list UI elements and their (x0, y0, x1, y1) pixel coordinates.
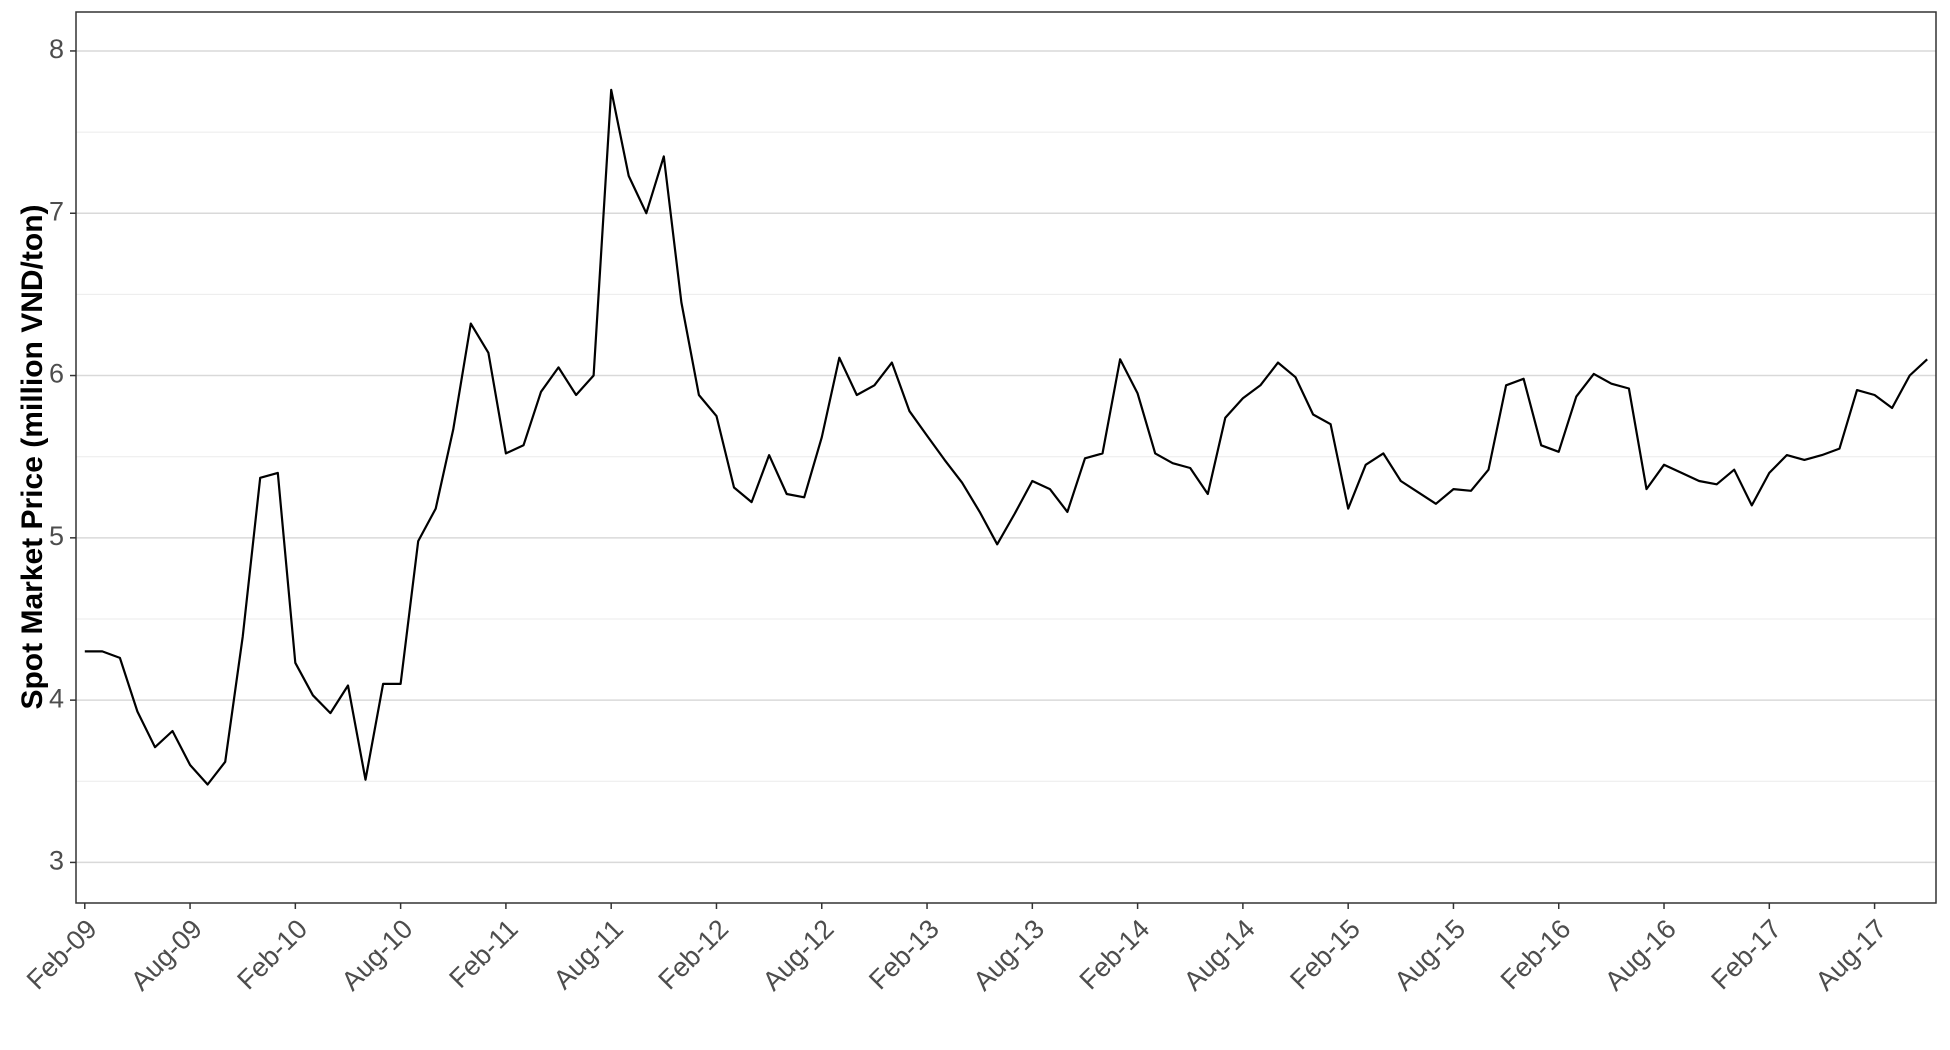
y-tick-label: 4 (49, 683, 64, 713)
x-tick-label: Feb-16 (1495, 914, 1577, 996)
x-tick-label: Aug-11 (548, 914, 629, 995)
y-tick-label: 3 (49, 846, 64, 876)
y-tick-label: 8 (49, 34, 64, 64)
x-tick-label: Feb-12 (653, 914, 735, 996)
y-axis-title: Spot Market Price (million VND/ton) (16, 204, 49, 709)
x-tick-label: Aug-17 (1810, 914, 1893, 997)
x-tick-label: Feb-09 (21, 914, 103, 996)
plot-border (75, 11, 1937, 904)
x-tick-label: Aug-14 (1178, 914, 1261, 997)
x-tick-label: Feb-17 (1705, 914, 1787, 996)
x-tick-label: Feb-11 (443, 914, 523, 994)
x-tick-label: Feb-10 (231, 914, 313, 996)
x-tick-label: Feb-14 (1074, 914, 1156, 996)
x-tick-label: Aug-13 (967, 914, 1050, 997)
y-tick-label: 6 (49, 359, 64, 389)
line (84, 88, 1928, 786)
x-tick-label: Feb-13 (863, 914, 945, 996)
x-tick-label: Aug-09 (125, 914, 208, 997)
x-tick-label: Aug-12 (757, 914, 840, 997)
y-tick-label: 5 (49, 521, 64, 551)
x-tick-label: Aug-16 (1599, 914, 1682, 997)
x-tick-label: Feb-15 (1284, 914, 1366, 996)
x-tick-label: Aug-10 (336, 914, 419, 997)
y-tick-label: 7 (49, 196, 64, 226)
x-tick-label: Aug-15 (1388, 914, 1471, 997)
